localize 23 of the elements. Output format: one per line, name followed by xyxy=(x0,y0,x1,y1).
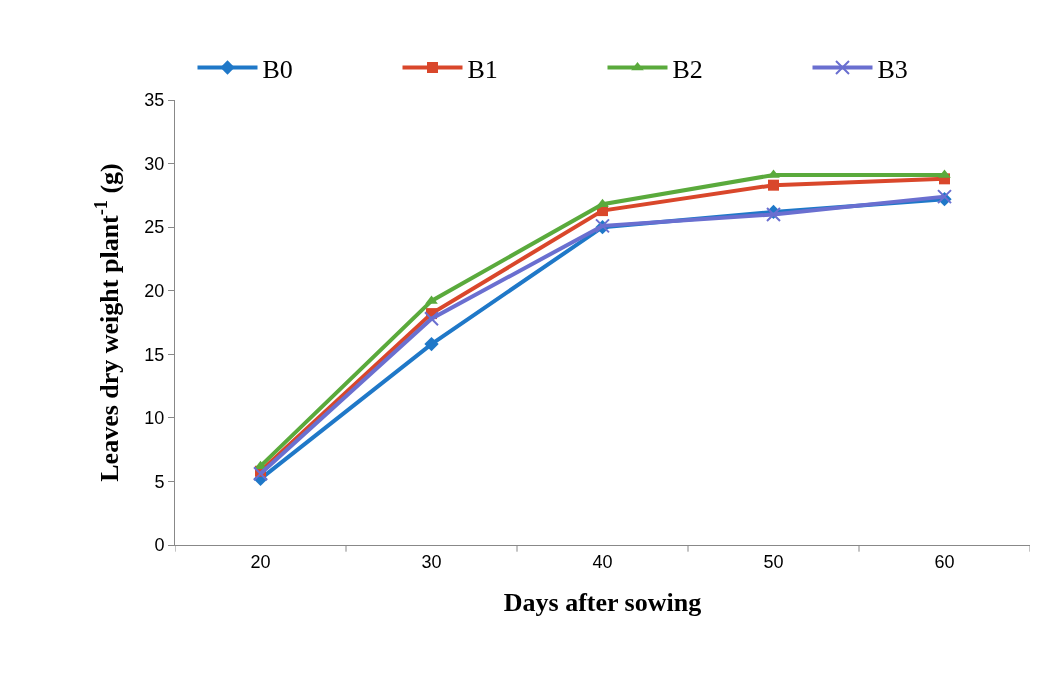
y-tick-label: 5 xyxy=(154,471,165,492)
legend-label: B2 xyxy=(672,54,703,84)
x-tick-label: 50 xyxy=(763,551,784,572)
point xyxy=(424,336,439,352)
x-tick-label: 20 xyxy=(250,551,271,572)
y-tick-label: 25 xyxy=(144,217,165,238)
y-tick-label: 35 xyxy=(144,90,165,111)
legend-label: B0 xyxy=(262,54,293,84)
y-tick-label: 20 xyxy=(144,281,165,302)
x-axis-title: Days after sowing xyxy=(503,588,702,618)
y-tick-label: 15 xyxy=(144,344,165,365)
x-tick-label: 40 xyxy=(592,551,613,572)
point xyxy=(768,179,779,191)
legend-label: B1 xyxy=(467,54,498,84)
y-tick-label: 10 xyxy=(144,408,165,429)
x-tick-label: 60 xyxy=(934,551,955,572)
y-tick-label: 0 xyxy=(154,535,165,556)
point xyxy=(596,198,609,208)
point xyxy=(424,311,439,327)
x-tick-label: 30 xyxy=(421,551,442,572)
legend-label: B3 xyxy=(877,54,908,84)
y-tick-label: 30 xyxy=(144,153,165,174)
point xyxy=(253,466,268,482)
